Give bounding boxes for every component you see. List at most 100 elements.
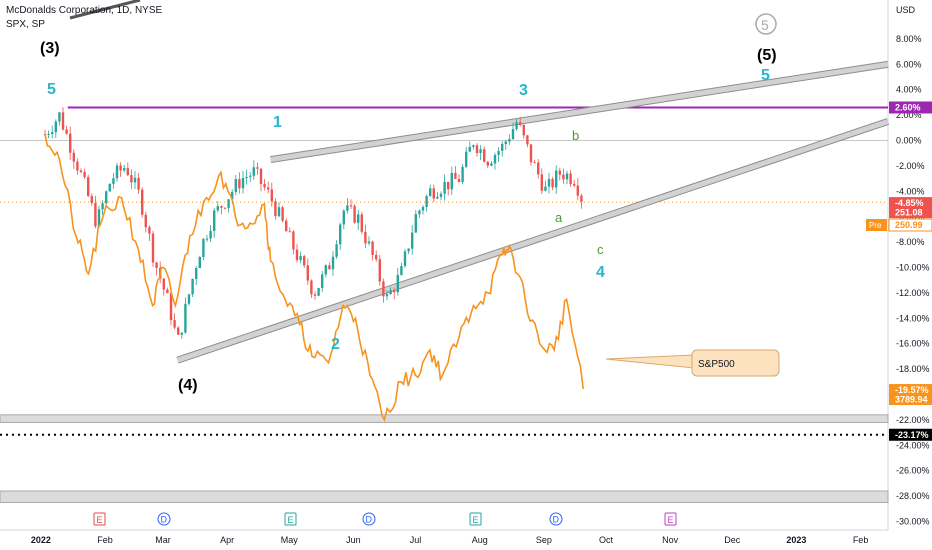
dividend-marker[interactable]: D: [549, 512, 563, 526]
gray-bands: [0, 414, 889, 503]
candle-body: [191, 278, 194, 295]
candle-body: [47, 133, 50, 135]
candle-body: [177, 327, 180, 335]
wave-5-label: (5): [757, 47, 777, 64]
candle-body: [321, 274, 324, 289]
y-tick-label: -14.00%: [896, 313, 930, 323]
candle-body: [529, 144, 533, 163]
dividend-marker[interactable]: D: [362, 512, 376, 526]
candle-body: [443, 181, 446, 194]
candle-body: [418, 210, 421, 215]
price-tags: 2.60% -4.85%251.08 -19.57%3789.94 -23.17% Pr…: [866, 101, 932, 441]
candle-body: [155, 262, 158, 268]
y-tick-label: -12.00%: [896, 288, 930, 298]
earnings-marker[interactable]: E: [93, 512, 106, 526]
x-tick-label: May: [281, 535, 299, 545]
candle-body: [87, 177, 90, 196]
candle-body: [256, 167, 259, 169]
candle-body: [429, 188, 432, 197]
candle-body: [187, 294, 191, 304]
dotted-level-tag-text: -23.17%: [895, 430, 929, 440]
candle-body: [61, 112, 65, 130]
candle-body: [65, 129, 68, 134]
pre-price-text: 250.99: [895, 220, 923, 230]
spx-tag-box: [889, 384, 932, 406]
candle-body: [223, 207, 227, 209]
candle-body: [259, 168, 263, 184]
candle-body: [447, 181, 450, 190]
candle-body: [353, 205, 356, 223]
candle-body: [335, 244, 338, 257]
candle-body: [526, 135, 529, 145]
candle-body: [576, 185, 579, 196]
compare-legend[interactable]: SPX, SP: [6, 19, 45, 30]
green-b: b: [572, 128, 579, 143]
y-tick-label: -16.00%: [896, 339, 930, 349]
candle-body: [364, 231, 367, 244]
channel-lower-line[interactable]: [176, 119, 889, 363]
candle-body: [72, 152, 75, 162]
pre-label-box: [866, 219, 887, 231]
candle-body: [209, 230, 212, 239]
x-tick-label: Nov: [662, 535, 679, 545]
x-tick-label: Feb: [853, 535, 869, 545]
candle-body: [220, 206, 223, 208]
candle-body: [360, 214, 363, 232]
candle-body: [339, 224, 342, 245]
y-tick-label: -26.00%: [896, 466, 930, 476]
candle-body: [346, 205, 349, 211]
candle-body: [439, 193, 443, 197]
candle-body: [454, 172, 457, 179]
svg-text:E: E: [288, 515, 294, 525]
candle-body: [565, 173, 569, 180]
wave-5-circle-label: 5: [761, 17, 769, 33]
spx-tag-text: -19.57%: [895, 385, 929, 395]
candle-body: [119, 165, 122, 171]
callout-box[interactable]: [691, 349, 780, 377]
candle-body: [472, 145, 475, 147]
mcd-tag-box: [889, 197, 932, 219]
candle-body: [403, 251, 407, 266]
symbol-legend[interactable]: McDonalds Corporation, 1D, NYSE: [6, 5, 163, 16]
candle-body: [371, 241, 374, 255]
channel-lines[interactable]: [176, 60, 890, 364]
y-tick-label: -4.00%: [896, 186, 925, 196]
candle-body: [123, 168, 126, 171]
candle-body: [522, 124, 525, 136]
candle-body: [180, 332, 183, 335]
gray-band: [0, 490, 889, 503]
callout-text: S&P500: [698, 359, 735, 370]
y-tick-label: -8.00%: [896, 237, 925, 247]
x-axis-ticks: 2022 Feb Mar Apr May Jun Jul Aug Sep Oct Nov Dec 202…: [31, 535, 868, 545]
candle-body: [166, 289, 169, 294]
candle-body: [115, 165, 119, 179]
channel-upper-line[interactable]: [270, 61, 889, 163]
candle-body: [69, 133, 72, 153]
candle-body: [79, 170, 83, 173]
green-a: a: [555, 210, 563, 225]
candle-body: [58, 112, 61, 122]
candle-body: [270, 189, 273, 202]
candle-body: [490, 163, 493, 166]
dividend-marker[interactable]: D: [157, 512, 171, 526]
candle-body: [421, 207, 425, 211]
earnings-marker[interactable]: E: [664, 512, 677, 526]
candle-body: [486, 161, 489, 166]
candle-body: [551, 178, 554, 188]
candle-body: [112, 178, 115, 184]
candle-body: [151, 233, 155, 263]
candle-body: [274, 201, 277, 217]
candle-body: [303, 256, 306, 266]
candle-body: [105, 191, 108, 204]
candle-body: [51, 132, 54, 134]
x-tick-label: 2023: [786, 535, 806, 545]
candle-body: [382, 281, 385, 297]
candle-body: [569, 173, 572, 184]
cyan-5-right: 5: [761, 67, 770, 84]
earnings-marker[interactable]: E: [469, 512, 482, 526]
pre-label-text: Pre: [869, 221, 882, 230]
candle-body: [130, 175, 133, 183]
earnings-marker[interactable]: E: [284, 512, 297, 526]
candle-body: [97, 209, 101, 227]
